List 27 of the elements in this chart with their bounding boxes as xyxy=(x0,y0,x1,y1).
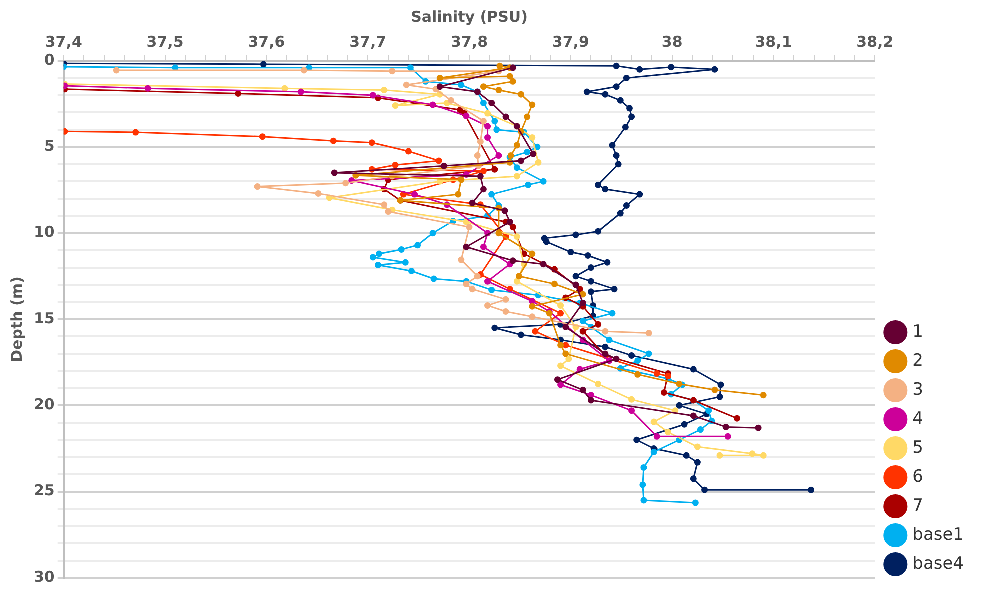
legend-label: 2 xyxy=(912,350,924,371)
y-axis-title: Depth (m) xyxy=(8,276,26,362)
legend-label: 7 xyxy=(912,496,924,516)
y-tick-label: 15 xyxy=(34,309,55,328)
x-tick-label: 38 xyxy=(662,32,683,51)
x-tick-label: 37,6 xyxy=(248,32,286,51)
legend-label: 5 xyxy=(912,438,924,458)
x-tick-label: 37,7 xyxy=(350,32,387,51)
y-tick-label: 5 xyxy=(44,137,55,156)
legend-label: 4 xyxy=(912,408,924,429)
x-tick-label: 38,1 xyxy=(755,32,792,51)
legend-label: 6 xyxy=(912,466,924,487)
x-tick-label: 38,2 xyxy=(856,32,894,51)
x-tick-label: 37,9 xyxy=(552,32,590,51)
y-tick-label: 30 xyxy=(34,568,55,586)
y-tick-label: 0 xyxy=(44,50,55,69)
legend-label: 3 xyxy=(912,380,924,400)
legend-label: 1 xyxy=(912,322,924,342)
y-tick-label: 20 xyxy=(34,396,55,414)
x-tick-label: 37,4 xyxy=(45,32,82,51)
y-tick-label: 10 xyxy=(34,223,55,242)
x-axis-title: Salinity (PSU) xyxy=(411,8,528,26)
legend-label: base4 xyxy=(912,554,964,574)
x-tick-label: 37,8 xyxy=(451,32,488,51)
legend-label: base1 xyxy=(912,524,964,545)
y-tick-label: 25 xyxy=(34,482,55,500)
x-tick-label: 37,5 xyxy=(146,32,184,51)
